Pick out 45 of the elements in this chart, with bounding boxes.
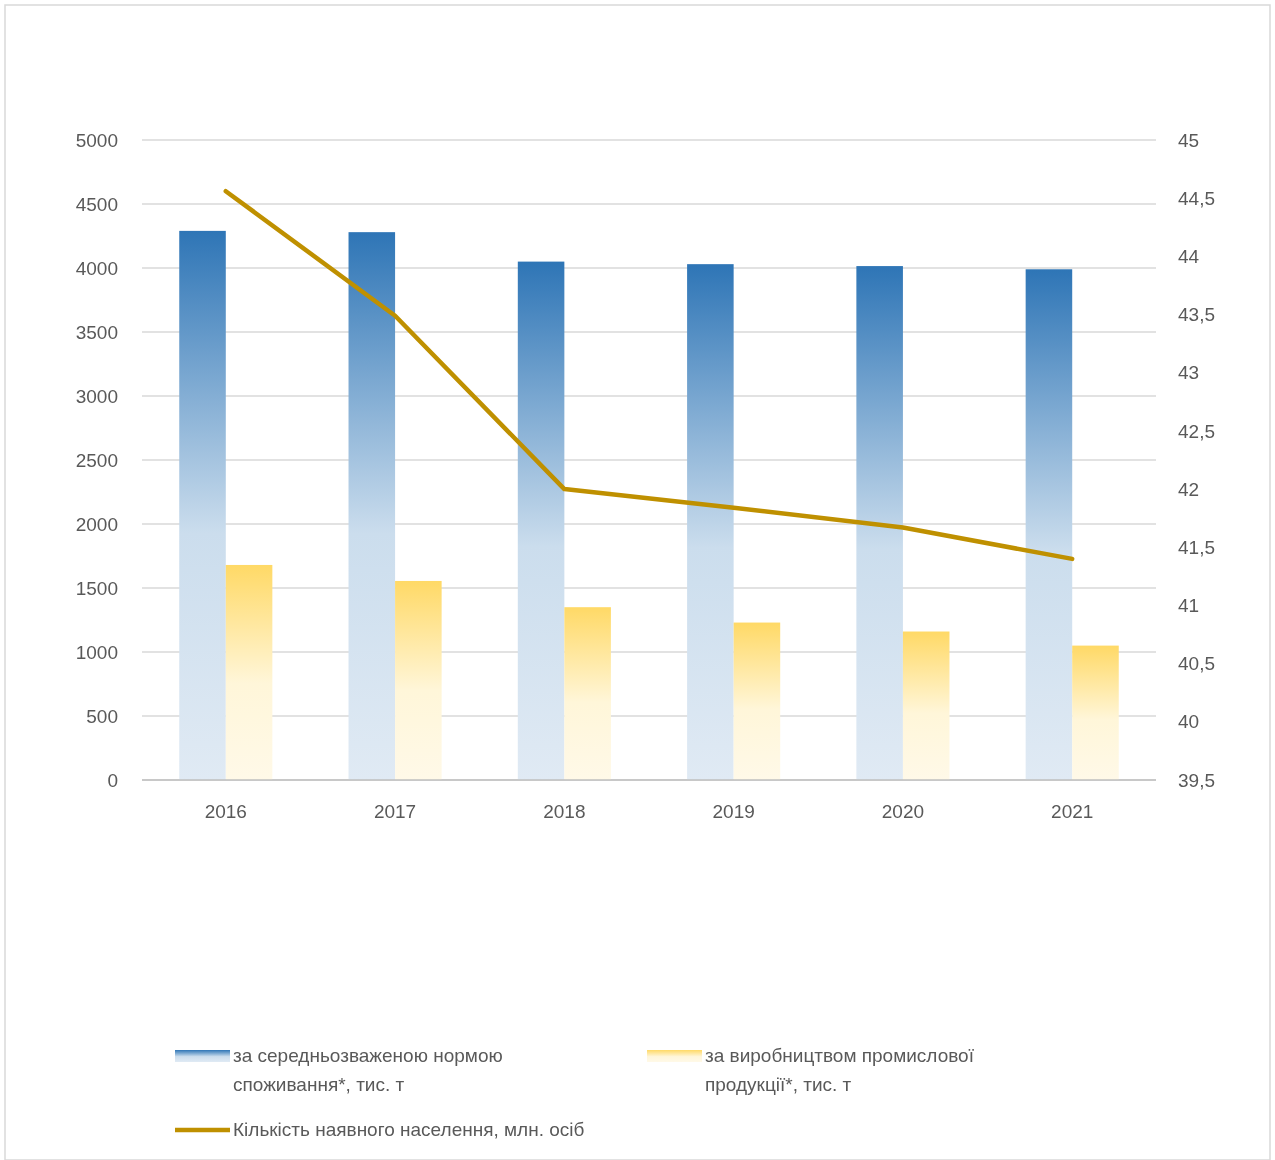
bar [733, 622, 781, 780]
bar [348, 232, 396, 780]
y-tick-label: 3500 [75, 321, 118, 343]
y-tick-label: 2500 [75, 449, 118, 471]
y2-tick-label: 41 [1178, 595, 1200, 617]
x-tick-label: 2020 [881, 801, 925, 822]
y2-tick-label: 42,5 [1178, 420, 1215, 442]
bar [902, 631, 950, 780]
bar [687, 264, 734, 780]
y-tick-label: 5000 [75, 129, 118, 151]
y2-tick-label: 42 [1178, 478, 1200, 500]
bar [564, 607, 611, 780]
bar [225, 564, 273, 780]
x-tick-label: 2018 [543, 801, 586, 822]
y-tick-label: 4000 [75, 257, 118, 279]
y2-tick-label: 40,5 [1178, 653, 1215, 675]
x-tick-label: 2017 [373, 801, 417, 822]
bar [179, 230, 226, 780]
legend-label: за середньозваженою нормою споживання*, тис. т [233, 1045, 503, 1095]
x-tick-label: 2021 [1051, 801, 1094, 822]
bar [856, 266, 903, 780]
x-tick-label: 2016 [204, 801, 247, 822]
bar [1072, 645, 1119, 780]
y-tick-label: 1500 [75, 577, 118, 599]
y-tick-label: 1000 [75, 641, 118, 663]
y2-tick-label: 41,5 [1178, 536, 1215, 558]
y-tick-label: 0 [107, 769, 118, 791]
legend-label: за виробництвом промислової продукції*, тис. т [705, 1045, 975, 1095]
y2-tick-label: 40 [1178, 711, 1200, 733]
legend-label: Кількість наявного населення, млн. осіб [233, 1119, 585, 1140]
y2-tick-label: 44 [1178, 246, 1200, 268]
y2-tick-label: 44,5 [1178, 187, 1215, 209]
bar [517, 261, 565, 780]
y-tick-label: 2000 [75, 513, 118, 535]
bar [1025, 269, 1073, 780]
y-tick-label: 3000 [75, 385, 118, 407]
bar [395, 580, 442, 780]
y-tick-label: 4500 [75, 193, 118, 215]
y2-tick-label: 45 [1178, 129, 1200, 151]
line-series [223, 188, 1075, 562]
y2-tick-label: 43,5 [1178, 304, 1215, 326]
y2-tick-label: 39,5 [1178, 769, 1215, 791]
x-tick-label: 2019 [712, 801, 755, 822]
y2-tick-label: 43 [1178, 362, 1200, 384]
y-tick-label: 500 [86, 705, 118, 727]
